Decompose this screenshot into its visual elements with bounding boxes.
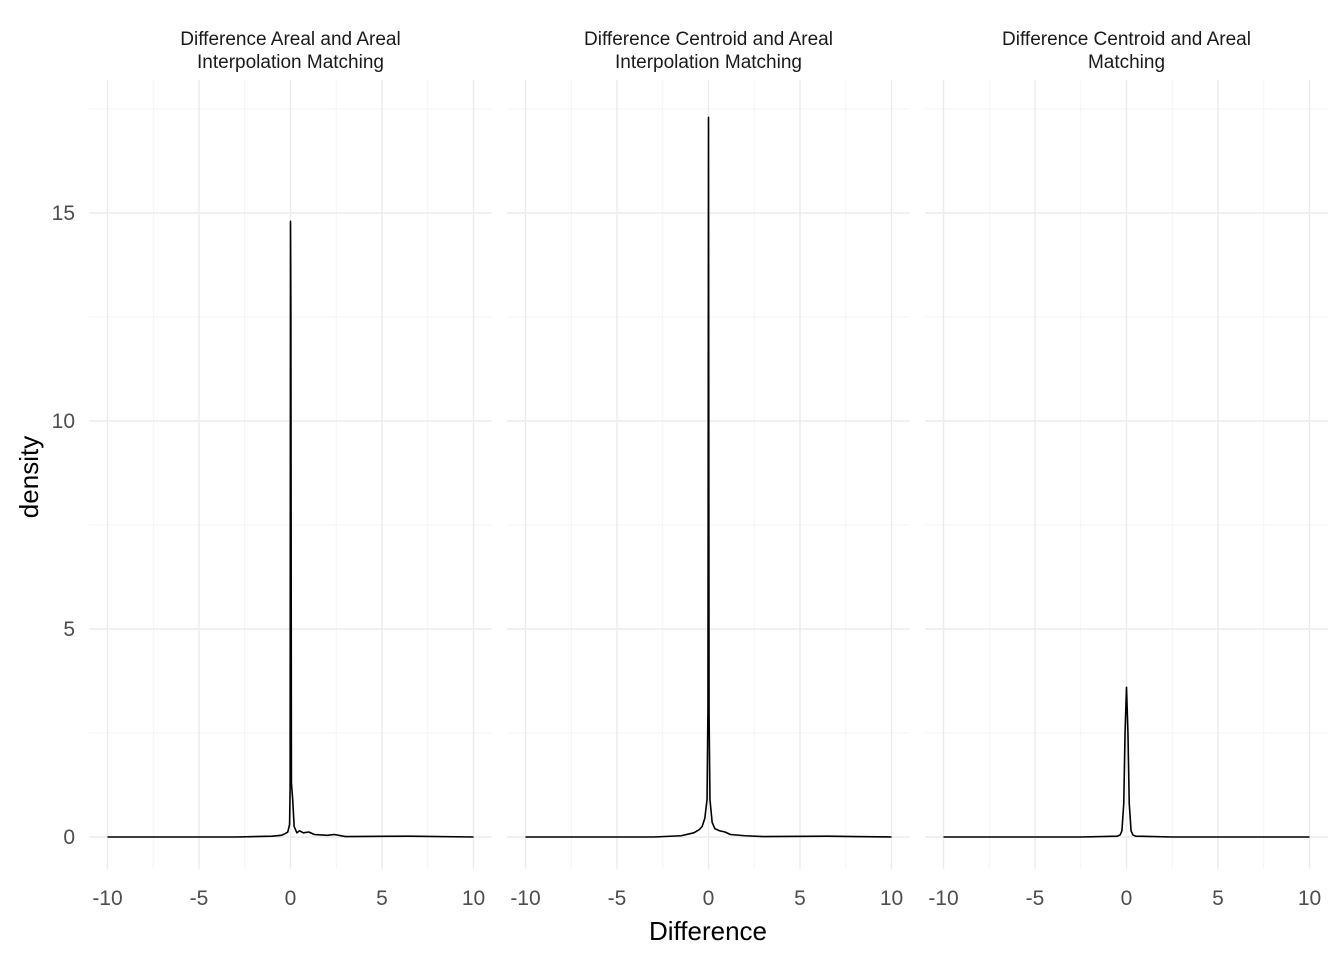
facet-title-line: Difference Centroid and Areal	[1002, 29, 1251, 50]
x-tick-label: -10	[928, 887, 958, 910]
facet-panel-2: Difference Centroid and ArealInterpolati…	[507, 29, 910, 910]
x-tick-label: -5	[190, 887, 209, 910]
x-tick-label: 5	[1212, 887, 1224, 910]
facet-title-line: Difference Areal and Areal	[180, 29, 400, 50]
x-tick-label: -5	[1026, 887, 1045, 910]
density-curve	[525, 116, 892, 838]
y-tick-label: 15	[52, 202, 75, 225]
facet-title-line: Difference Centroid and Areal	[584, 29, 833, 50]
x-axis-title: Difference	[649, 916, 767, 946]
facet-title-line: Interpolation Matching	[615, 52, 802, 73]
y-axis-title: density	[14, 436, 44, 518]
x-tick-label: 10	[880, 887, 903, 910]
y-tick-label: 10	[52, 410, 75, 433]
density-curve	[107, 220, 474, 838]
x-tick-label: 10	[1298, 887, 1321, 910]
x-tick-label: 0	[285, 887, 297, 910]
facet-title-line: Interpolation Matching	[197, 52, 384, 73]
facet-title-line: Matching	[1088, 52, 1165, 73]
x-tick-label: 5	[794, 887, 806, 910]
x-tick-label: 0	[703, 887, 715, 910]
x-tick-label: -5	[608, 887, 627, 910]
x-tick-label: 0	[1121, 887, 1133, 910]
x-tick-label: -10	[92, 887, 122, 910]
x-tick-label: 5	[376, 887, 388, 910]
y-tick-label: 0	[63, 826, 75, 849]
x-tick-label: 10	[462, 887, 485, 910]
x-tick-label: -10	[510, 887, 540, 910]
y-tick-label: 5	[63, 618, 75, 641]
density-curve	[943, 686, 1310, 838]
facet-panel-1: Difference Areal and ArealInterpolation …	[89, 29, 492, 910]
